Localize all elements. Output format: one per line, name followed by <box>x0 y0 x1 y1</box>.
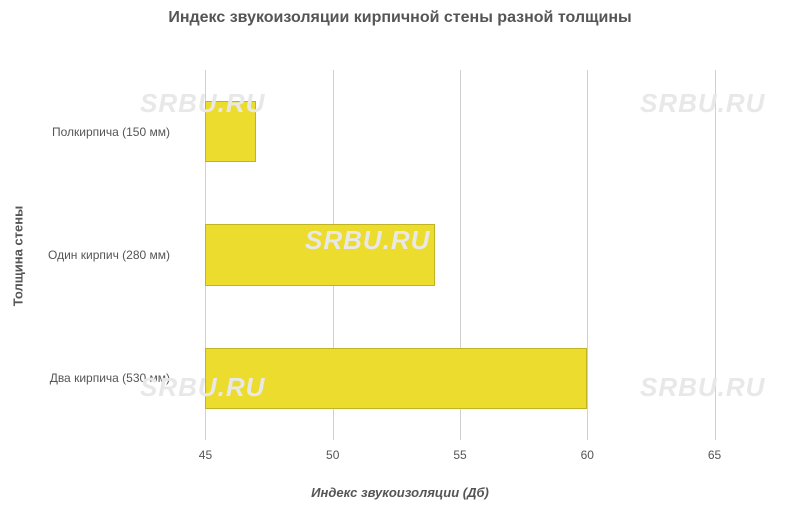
x-tick-label: 50 <box>326 448 339 462</box>
chart-container: Индекс звукоизоляции кирпичной стены раз… <box>0 0 800 512</box>
x-tick-label: 60 <box>581 448 594 462</box>
plot-area: 4550556065Полкирпича (150 мм)Один кирпич… <box>180 70 740 440</box>
bar-row <box>205 224 434 286</box>
chart-title: Индекс звукоизоляции кирпичной стены раз… <box>60 8 740 29</box>
gridline <box>715 70 716 440</box>
bar <box>205 348 587 410</box>
x-axis-label: Индекс звукоизоляции (Дб) <box>0 485 800 500</box>
bar-row <box>205 348 587 410</box>
gridline <box>587 70 588 440</box>
category-label: Полкирпича (150 мм) <box>52 125 180 139</box>
category-label: Один кирпич (280 мм) <box>48 248 180 262</box>
y-axis-label: Толщина стены <box>11 206 26 306</box>
x-tick-label: 45 <box>199 448 212 462</box>
x-tick-label: 55 <box>453 448 466 462</box>
category-label: Два кирпича (530 мм) <box>50 371 180 385</box>
bar <box>205 101 256 163</box>
bar <box>205 224 434 286</box>
x-tick-label: 65 <box>708 448 721 462</box>
bar-row <box>205 101 256 163</box>
